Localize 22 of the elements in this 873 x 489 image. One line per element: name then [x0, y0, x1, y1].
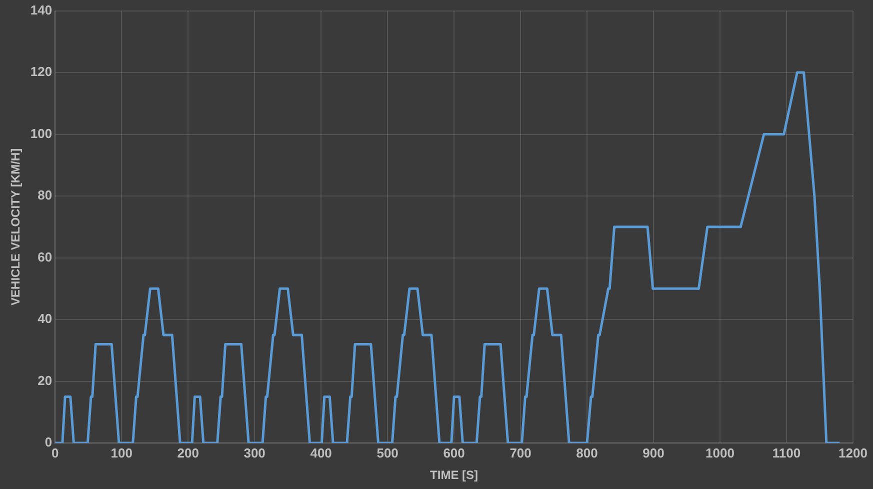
y-axis-title: VEHICLE VELOCITY [KM/H]: [8, 148, 23, 306]
y-tick-label: 120: [30, 64, 52, 80]
x-tick-label: 1000: [706, 445, 734, 460]
y-tick-label: 80: [38, 188, 52, 203]
y-tick-label: 60: [38, 249, 52, 264]
x-tick-label: 500: [376, 445, 398, 460]
x-tick-label: 600: [443, 445, 465, 460]
y-tick-label: 100: [30, 126, 52, 141]
y-tick-label: 20: [38, 372, 52, 388]
y-tick-label: 0: [44, 434, 52, 450]
x-tick-label: 800: [576, 445, 598, 460]
x-tick-label: 200: [177, 445, 199, 460]
x-tick-label: 400: [310, 445, 332, 460]
x-tick-label: 300: [244, 445, 266, 460]
x-tick-label: 900: [642, 445, 664, 460]
x-axis-title: TIME [S]: [430, 468, 478, 482]
y-tick-label: 40: [38, 311, 52, 326]
x-tick-label: 1100: [772, 445, 801, 460]
x-tick-label: 700: [510, 445, 532, 460]
y-tick-label: 140: [30, 2, 52, 18]
x-tick-label: 1200: [838, 445, 868, 460]
x-tick-label: 100: [110, 445, 132, 460]
